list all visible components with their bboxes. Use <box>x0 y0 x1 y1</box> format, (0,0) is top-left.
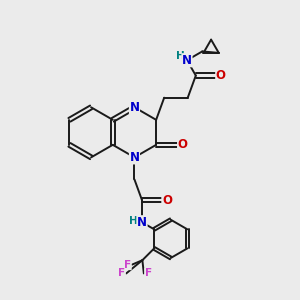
Text: N: N <box>130 101 140 114</box>
Text: O: O <box>178 138 188 151</box>
Text: H: H <box>176 51 185 61</box>
Text: N: N <box>182 54 192 67</box>
Text: F: F <box>145 268 152 278</box>
Text: F: F <box>118 268 125 278</box>
Text: O: O <box>216 69 226 82</box>
Text: H: H <box>129 216 138 226</box>
Text: O: O <box>162 194 172 207</box>
Text: N: N <box>130 151 140 164</box>
Text: N: N <box>137 216 147 229</box>
Text: F: F <box>124 260 131 270</box>
